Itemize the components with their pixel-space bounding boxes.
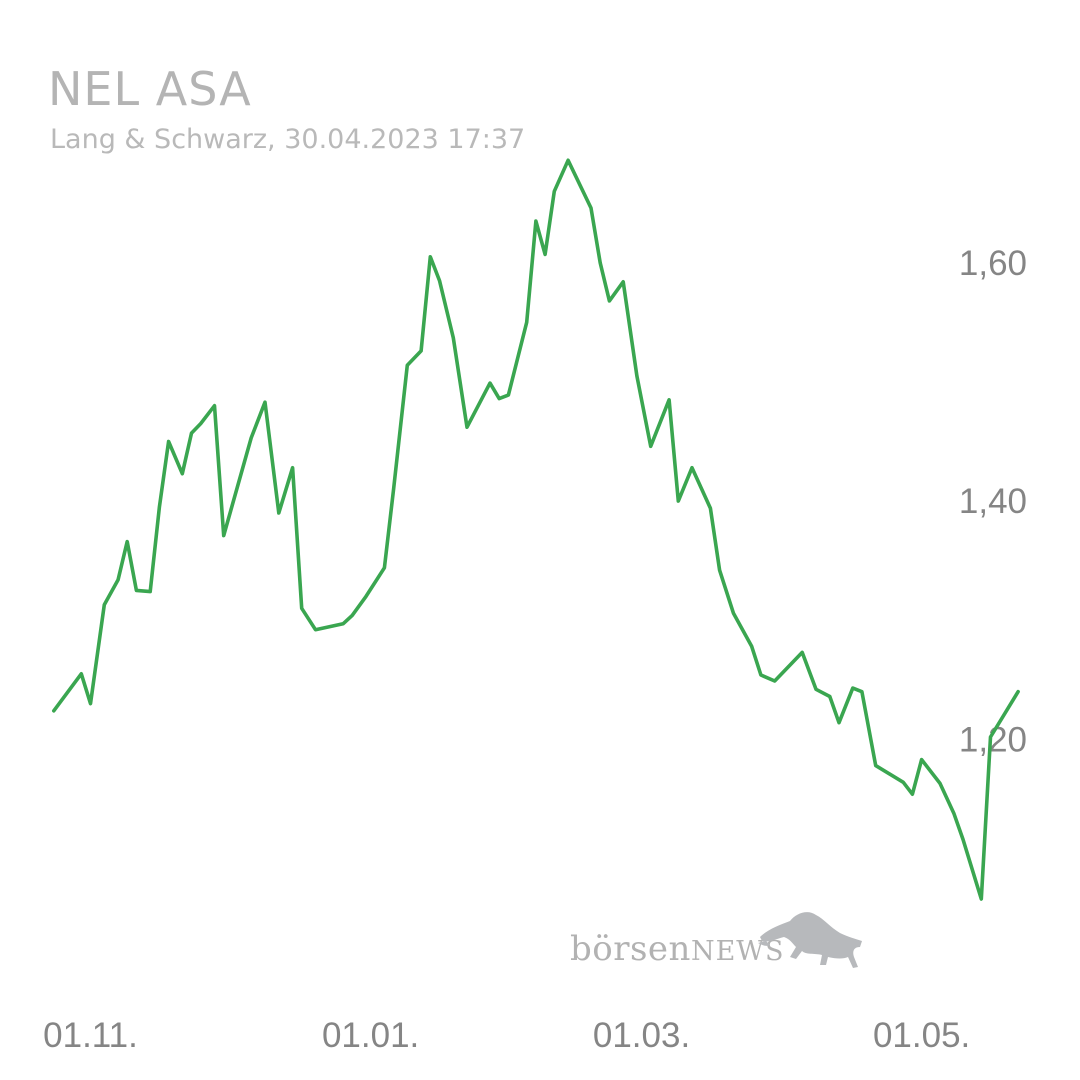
y-tick-label: 1,20 <box>959 720 1027 759</box>
y-tick-label: 1,60 <box>959 244 1027 283</box>
bull-logo-icon <box>758 912 862 968</box>
chart-title: NEL ASA <box>48 62 252 116</box>
x-tick-label: 01.01. <box>322 1016 419 1055</box>
y-tick-label: 1,40 <box>959 482 1027 521</box>
x-axis-ticks: 01.11. 01.01. 01.03. 01.05. <box>43 1016 970 1055</box>
boersennews-watermark: börsenNEWS <box>568 905 878 985</box>
watermark-text: börsenNEWS <box>570 929 785 969</box>
x-tick-label: 01.05. <box>873 1016 970 1055</box>
x-tick-label: 01.11. <box>43 1016 138 1055</box>
y-axis-ticks: 1,20 1,40 1,60 <box>959 244 1027 760</box>
price-series-line <box>51 158 1020 901</box>
x-tick-label: 01.03. <box>593 1016 690 1055</box>
chart-subtitle: Lang & Schwarz, 30.04.2023 17:37 <box>50 124 526 155</box>
series-layer <box>51 158 1020 901</box>
watermark-text-main: börsen <box>570 929 691 969</box>
